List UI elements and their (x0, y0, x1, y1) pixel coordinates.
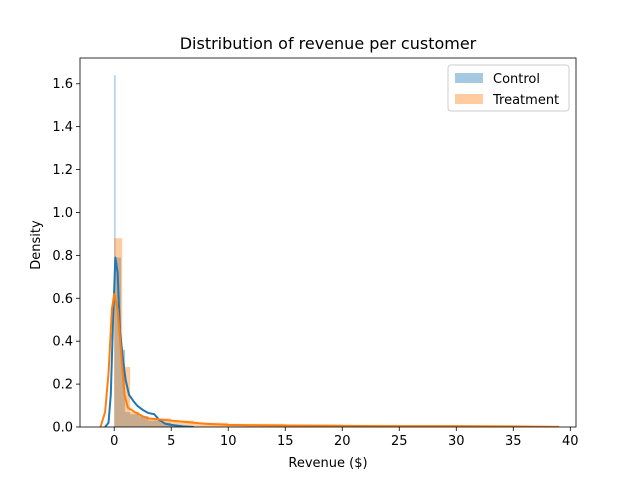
plot-area (79, 57, 577, 428)
x-tick-label-25: 25 (391, 434, 408, 449)
y-axis: 0.0 0.2 0.4 0.6 0.8 1.0 1.2 1.4 1.6 (52, 77, 80, 436)
x-tick-label-15: 15 (277, 434, 294, 449)
histogram-bar-control-5 (139, 416, 149, 427)
y-tick-label-0.8: 0.8 (52, 249, 73, 264)
x-tick-label-0: 0 (110, 434, 118, 449)
y-tick-label-1.6: 1.6 (52, 77, 73, 92)
x-tick-label-5: 5 (167, 434, 175, 449)
y-tick-label-1.2: 1.2 (52, 163, 73, 178)
y-tick-label-1: 1.0 (52, 206, 73, 221)
histogram-bar-treatment-1 (122, 366, 131, 427)
x-tick-label-40: 40 (562, 434, 579, 449)
x-tick-label-20: 20 (334, 434, 351, 449)
histogram-bar-treatment-3 (139, 416, 149, 427)
kde-line-control (104, 256, 195, 427)
plot-frame (79, 57, 577, 428)
legend-box (447, 64, 570, 112)
legend-label-control: Control (493, 72, 540, 87)
y-tick-label-0: 0.0 (52, 421, 73, 436)
x-tick-label-10: 10 (220, 434, 237, 449)
y-tick-label-0.4: 0.4 (52, 335, 73, 350)
histogram-bar-control-4 (130, 414, 140, 427)
histogram-bar-treatment-0 (114, 238, 123, 427)
histogram-bar-control-7 (159, 422, 172, 427)
y-axis-label: Density (29, 220, 44, 270)
legend-swatch-control (455, 73, 483, 83)
y-tick-label-0.6: 0.6 (52, 292, 73, 307)
x-axis-label: Revenue ($) (288, 456, 367, 471)
x-tick-label-35: 35 (505, 434, 522, 449)
y-tick-label-0.2: 0.2 (52, 378, 73, 393)
histogram-bar-treatment-4 (148, 418, 160, 427)
kde-line-treatment (99, 292, 559, 427)
legend: Control Treatment (447, 64, 570, 112)
x-tick-label-30: 30 (448, 434, 465, 449)
chart-title: Distribution of revenue per customer (180, 34, 477, 53)
histogram-bar-treatment-2 (130, 411, 140, 427)
x-axis: 0 5 10 15 20 25 30 35 40 (110, 427, 579, 449)
histogram-bar-treatment-6 (171, 420, 195, 427)
histogram-bar-control-6 (148, 420, 160, 427)
legend-swatch-treatment (455, 94, 483, 104)
plot-marks (99, 75, 559, 427)
histogram-bar-control-1 (115, 257, 122, 427)
legend-label-treatment: Treatment (492, 93, 559, 108)
y-tick-label-1.4: 1.4 (52, 120, 73, 135)
histogram-bar-control-3 (125, 411, 131, 427)
histogram-bar-control-0 (114, 75, 116, 427)
